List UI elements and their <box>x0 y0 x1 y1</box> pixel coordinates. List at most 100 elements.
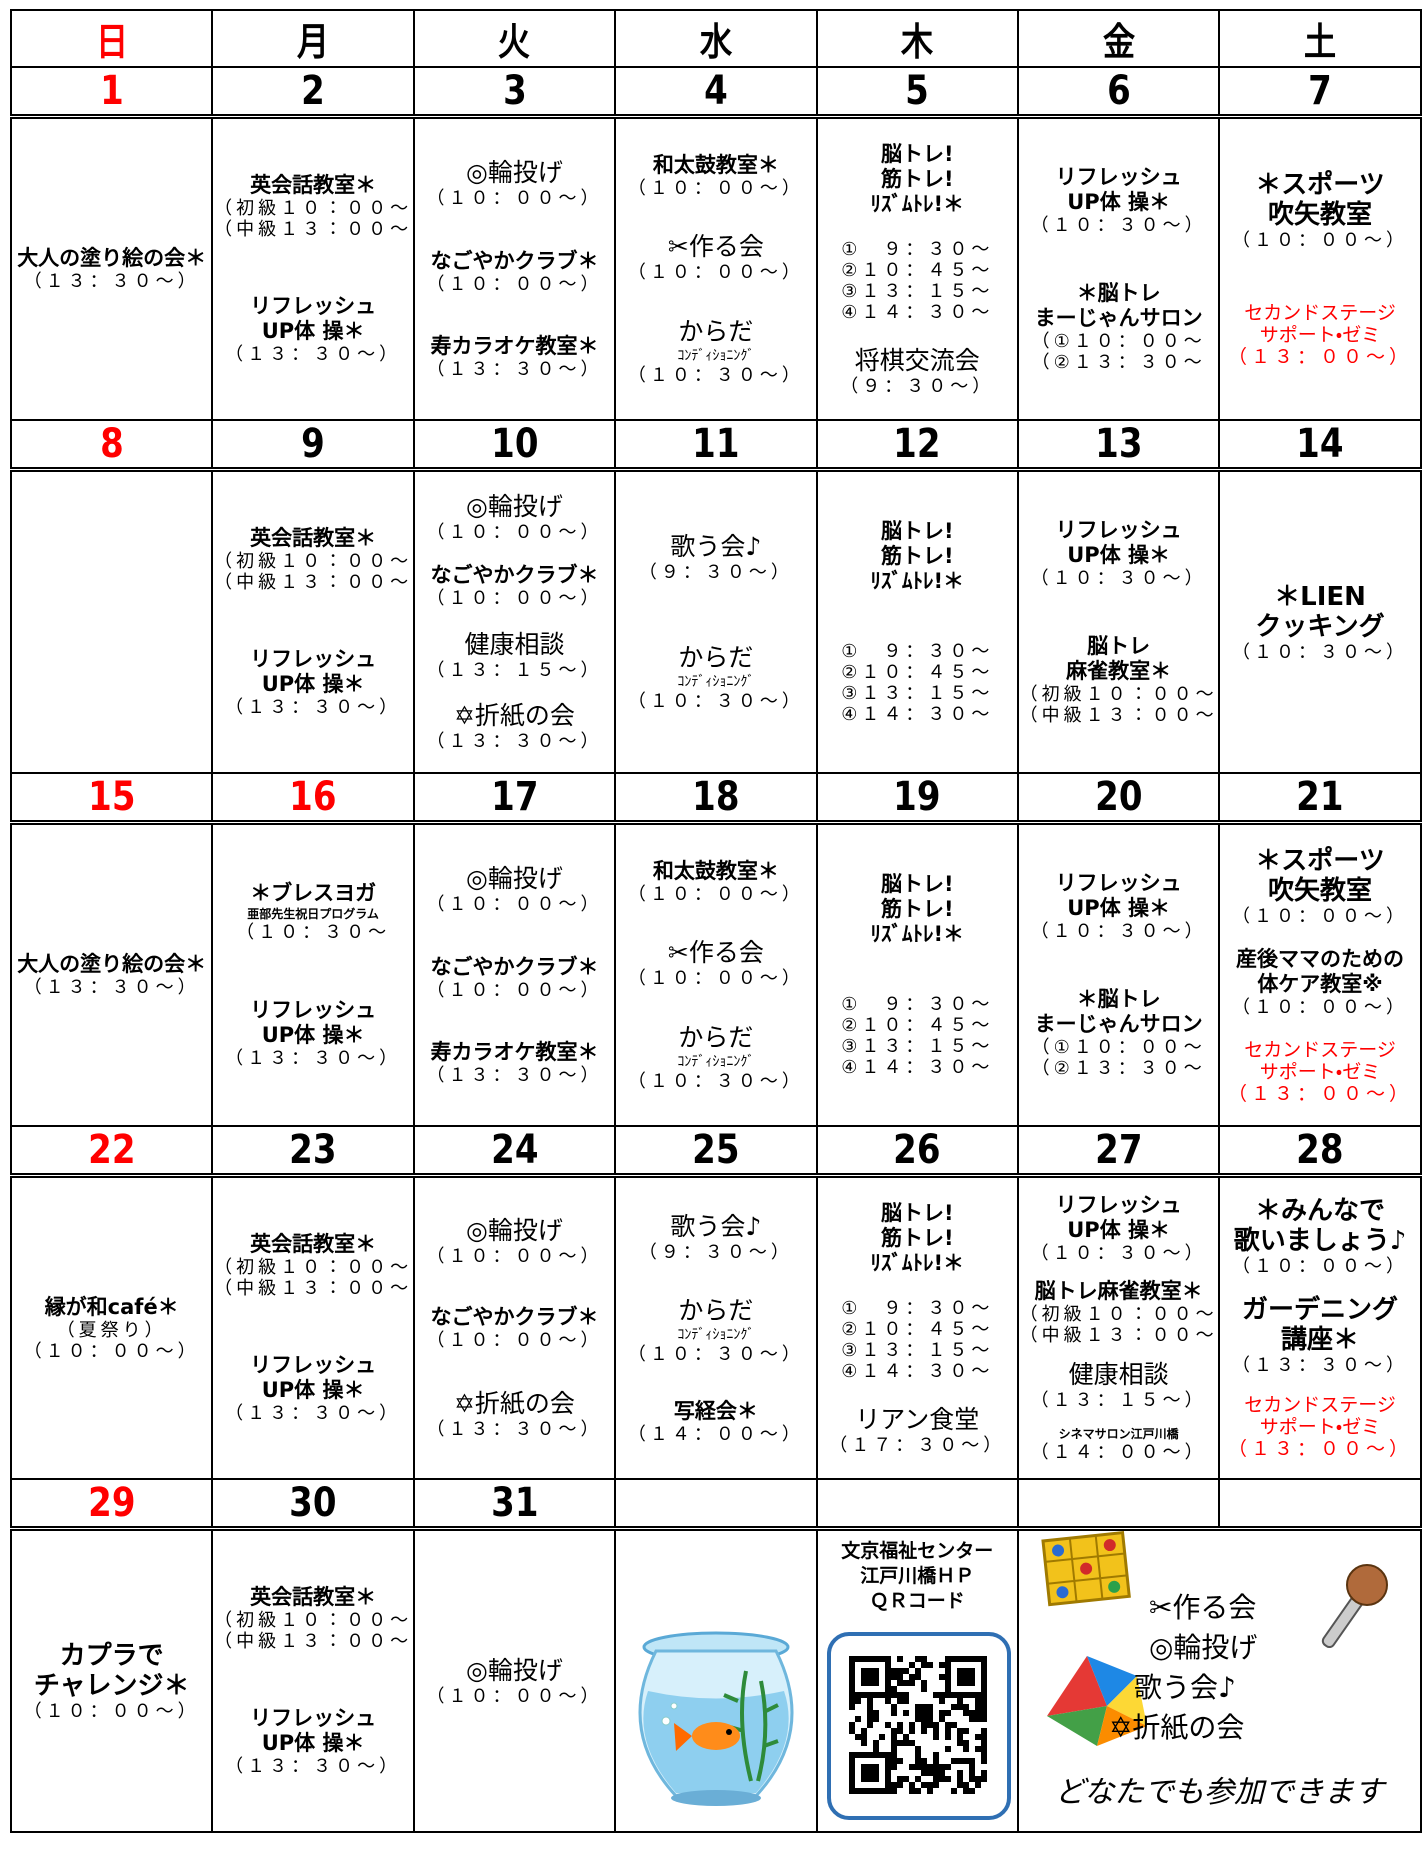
date-cell: 5 <box>815 66 1019 119</box>
decoration <box>902 1776 909 1782</box>
decoration <box>872 1716 879 1722</box>
event: 脳トレ! 筋トレ! ﾘｽﾞﾑﾄﾚ!＊ <box>870 142 964 217</box>
event-line: セカンドステージ <box>1244 1394 1396 1416</box>
event: 大人の塗り絵の会＊ （１３：３０～） <box>17 952 206 998</box>
event: リフレッシュ UP体 操＊ （１３：３０～） <box>225 294 401 365</box>
event-line: ④１４：３０～ <box>841 1057 994 1078</box>
decoration <box>908 1674 915 1680</box>
event-line: ＊LIEN <box>1274 581 1366 612</box>
event-line: （①１０：００～ <box>1031 331 1206 353</box>
decoration <box>980 1728 987 1734</box>
event-line: （初級１０：００～ <box>1019 1303 1218 1325</box>
event-line: リフレッシュ <box>250 1706 377 1730</box>
decoration <box>944 1776 951 1782</box>
decoration <box>890 1758 897 1764</box>
event: 縁が和café＊ （夏祭り） （１０：００～） <box>24 1295 200 1362</box>
decoration <box>860 1734 867 1740</box>
event: リフレッシュ UP体 操＊ （１０：３０～） <box>1031 871 1207 942</box>
day-cell: ◎輪投げ （１０：００～） <box>412 1527 617 1833</box>
event: ＊スポーツ 吹矢教室 （１０：００～） <box>1232 846 1408 927</box>
event-line: （初級１０：００～ <box>214 1257 413 1278</box>
date-cell: 11 <box>614 419 818 472</box>
event: からだ ｺﾝﾃﾞｨｼｮﾆﾝｸﾞ （１０：３０～） <box>628 317 804 386</box>
decoration <box>944 1764 951 1770</box>
decoration <box>932 1734 939 1740</box>
day-events: ◎輪投げ （１０：００～） なごやかクラブ＊ （１０：００～） 寿カラオケ教室＊ （１３：… <box>416 825 613 1124</box>
calendar: 日月火水木金土 1 2 3 4 5 6 7 大人の塗り絵の会＊ （１３：３０～） 英会話教室＊ （初級… <box>9 9 1422 1833</box>
weekday-cell: 金 <box>1016 9 1221 68</box>
decoration <box>944 1734 951 1740</box>
event-line: （１０：００～） <box>627 262 804 283</box>
qr-caption-line: ＱＲコード <box>869 1590 965 1612</box>
decoration <box>962 1740 969 1746</box>
event-line: ① ９：３０～ <box>841 1298 994 1319</box>
decoration <box>854 1698 861 1704</box>
decoration <box>1086 1656 1137 1706</box>
decoration <box>914 1788 921 1794</box>
decoration <box>726 1729 733 1735</box>
day-cell: 和太鼓教室＊ （１０：００～） ✂作る会 （１０：００～） からだ ｺﾝﾃﾞｨｼｮﾆﾝｸﾞ… <box>614 115 818 421</box>
day-events: ◎輪投げ （１０：００～） <box>416 1531 613 1830</box>
day-cell: ＊スポーツ 吹矢教室 （１０：００～） セカンドステージ サポート・ゼミ （１３：００～） <box>1218 115 1422 421</box>
decoration <box>908 1728 915 1734</box>
event-line: （①１０：００～ <box>1031 1037 1206 1059</box>
decoration <box>692 1722 741 1750</box>
event-line: ✂作る会 <box>667 938 764 967</box>
decoration <box>926 1764 933 1770</box>
event: 健康相談 （１３：１５～） <box>426 630 602 681</box>
event-line: ◎輪投げ <box>466 1216 563 1245</box>
date-cell: 10 <box>412 419 617 472</box>
event-line: （１０：００～） <box>23 1340 200 1362</box>
decoration <box>920 1716 927 1722</box>
event: ✂作る会 （１０：００～） <box>628 232 804 283</box>
decoration <box>920 1662 927 1668</box>
event-line: まーじゃんサロン <box>1034 1012 1203 1037</box>
event-line: （初級１０：００～ <box>214 551 413 572</box>
event-line: リフレッシュ <box>250 1353 377 1377</box>
date-cell: 15 <box>9 772 214 825</box>
day-cell: 英会話教室＊ （初級１０：００～ （中級１３：００～ リフレッシュ UP体 操＊ （１３：… <box>211 1174 415 1480</box>
event-line: まーじゃんサロン <box>1034 306 1203 331</box>
event-line: なごやかクラブ＊ <box>430 563 599 588</box>
decoration <box>1108 1580 1121 1593</box>
decoration <box>890 1704 897 1710</box>
event-line: （１０：００～） <box>1232 905 1409 927</box>
decoration <box>974 1776 981 1782</box>
date: 30 <box>289 1480 337 1526</box>
decoration <box>950 1704 957 1710</box>
event-line: UP体 操＊ <box>1067 1217 1171 1242</box>
event: 和太鼓教室＊ （１０：００～） <box>628 859 804 905</box>
event-line: 脳トレ! <box>880 141 954 166</box>
day-cell: 脳トレ! 筋トレ! ﾘｽﾞﾑﾄﾚ!＊ ① ９：３０～ ②１０：４５～ ③１３：１５～ ④１４… <box>815 115 1019 421</box>
event: ＊脳トレ まーじゃんサロン （①１０：００～ （②１３：３０～ <box>1032 281 1206 373</box>
date-cell <box>614 1478 818 1531</box>
decoration <box>962 1728 969 1734</box>
event: シネマサロン江戸川橋 （１４：００～） <box>1031 1426 1207 1463</box>
decoration <box>932 1692 939 1698</box>
event-line: なごやかクラブ＊ <box>430 954 599 979</box>
decoration <box>926 1710 933 1716</box>
decoration <box>902 1710 909 1716</box>
event-line: （１３：３０～） <box>426 730 603 752</box>
event-line: （１０：３０～） <box>1030 1242 1207 1264</box>
activity-legend: ✂作る会 ◎輪投げ 歌う会♪ ✡折紙の会 どなたでも参加できます <box>1020 1531 1419 1830</box>
date-cell: 16 <box>211 772 415 825</box>
decoration <box>938 1776 945 1782</box>
decoration <box>974 1710 981 1716</box>
date-cell: 3 <box>412 66 617 119</box>
date-row: 15 16 17 18 19 20 21 <box>9 772 1422 825</box>
day-cell: ◎輪投げ （１０：００～） なごやかクラブ＊ （１０：００～） ✡折紙の会 （１３：３０～… <box>412 1174 617 1480</box>
date-cell: 2 <box>211 66 415 119</box>
day-cell: カプラで チャレンジ＊ （１０：００～） <box>9 1527 214 1833</box>
decoration <box>1080 1562 1093 1575</box>
event-line: からだ <box>678 316 754 346</box>
event: 健康相談 （１３：１５～） <box>1031 1360 1207 1411</box>
event-line: カプラで <box>59 1640 164 1671</box>
event-line: 講座＊ <box>1281 1325 1360 1355</box>
event-line: （１０：００～） <box>23 1700 200 1722</box>
event-line: 亜部先生祝日プログラム <box>247 906 379 921</box>
event-line: 脳トレ! <box>880 872 954 896</box>
decoration <box>956 1698 963 1704</box>
decoration <box>908 1680 915 1686</box>
event-line: 体ケア教室※ <box>1257 972 1383 996</box>
